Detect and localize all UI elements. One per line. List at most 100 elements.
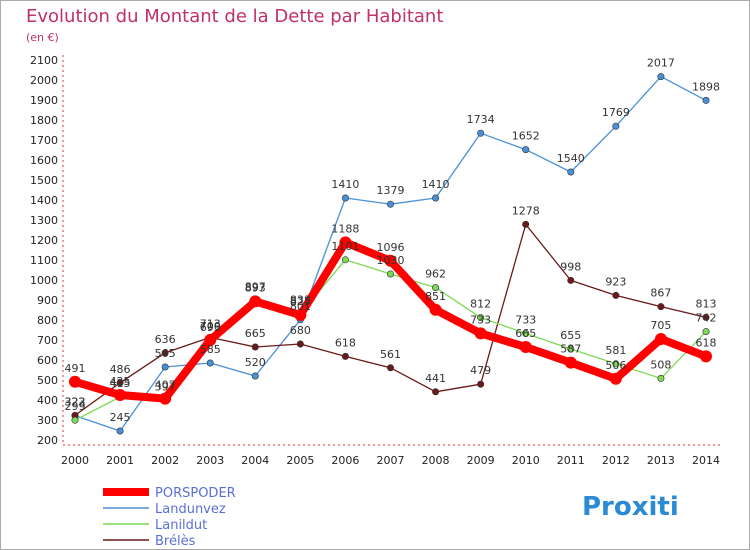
- y-tick-label: 500: [37, 374, 58, 387]
- data-label: 1188: [331, 222, 359, 235]
- data-point: [339, 236, 352, 249]
- data-point: [657, 73, 665, 81]
- proxiti-logo: Proxiti: [582, 492, 679, 522]
- data-label: 561: [380, 348, 401, 361]
- data-point: [612, 360, 620, 368]
- legend-label: Landunvez: [155, 502, 226, 517]
- data-label: 962: [425, 268, 446, 281]
- data-point: [522, 329, 530, 337]
- legend-label: Lanildut: [155, 518, 207, 533]
- chart-subtitle: (en €): [26, 31, 59, 44]
- data-point: [384, 254, 397, 267]
- data-label: 2017: [647, 57, 675, 70]
- data-label: 655: [560, 329, 581, 342]
- data-label: 1096: [377, 241, 405, 254]
- data-point: [702, 328, 710, 336]
- data-point: [341, 352, 349, 360]
- data-point: [204, 334, 217, 346]
- y-tick-label: 400: [37, 394, 58, 407]
- data-point: [522, 146, 530, 154]
- x-tick-label: 2005: [286, 454, 314, 467]
- data-point: [432, 388, 440, 396]
- data-point: [567, 276, 575, 284]
- data-label: 1898: [692, 80, 720, 93]
- x-tick-label: 2007: [377, 454, 405, 467]
- data-label: 733: [515, 313, 536, 326]
- y-tick-label: 1400: [30, 194, 58, 207]
- data-point: [567, 345, 575, 353]
- data-label: 587: [560, 343, 581, 356]
- data-label: 665: [245, 327, 266, 340]
- data-label: 322: [65, 396, 86, 409]
- data-point: [159, 392, 172, 405]
- data-point: [612, 122, 620, 130]
- data-label: 441: [425, 372, 446, 385]
- data-label: 407: [155, 379, 176, 392]
- data-point: [702, 313, 710, 321]
- data-point: [429, 303, 442, 316]
- data-point: [386, 200, 394, 208]
- y-tick-label: 1300: [30, 214, 58, 227]
- data-label: 1769: [602, 106, 630, 119]
- data-point: [296, 340, 304, 348]
- axes: 200 300 400 500 600 700 800 900 1000 1100 1200 1300…: [30, 54, 720, 467]
- x-tick-label: 2012: [602, 454, 630, 467]
- data-point: [251, 343, 259, 351]
- data-point: [161, 349, 169, 357]
- data-point: [702, 96, 710, 104]
- data-label: 520: [245, 356, 266, 369]
- data-label: 618: [696, 336, 717, 349]
- x-tick-label: 2003: [196, 454, 224, 467]
- data-point: [612, 291, 620, 299]
- data-label: 867: [650, 287, 671, 300]
- y-tick-label: 2000: [30, 74, 58, 87]
- data-label: 636: [155, 333, 176, 346]
- data-label: 825: [290, 295, 311, 308]
- data-point: [609, 372, 622, 385]
- data-label: 665: [515, 327, 536, 340]
- x-tick-label: 2013: [647, 454, 675, 467]
- data-label: 700: [200, 320, 221, 333]
- x-tick-label: 2010: [512, 454, 540, 467]
- data-label: 1379: [377, 184, 405, 197]
- data-label: 585: [200, 343, 221, 356]
- x-tick-label: 2009: [467, 454, 495, 467]
- y-tick-label: 1600: [30, 154, 58, 167]
- data-point: [654, 333, 667, 345]
- data-label: 1410: [331, 178, 359, 191]
- data-label: 479: [470, 364, 491, 377]
- data-label: 415: [110, 377, 131, 390]
- data-label: 1540: [557, 152, 585, 165]
- data-label: 893: [245, 281, 266, 294]
- data-point: [249, 295, 262, 308]
- data-point: [294, 309, 307, 321]
- data-label: 897: [245, 281, 266, 294]
- data-point: [477, 129, 485, 137]
- data-label: 998: [560, 260, 581, 273]
- data-point: [432, 194, 440, 202]
- data-label: 486: [110, 363, 131, 376]
- data-point: [474, 327, 487, 340]
- data-point: [69, 375, 81, 388]
- data-label: 733: [470, 313, 491, 326]
- data-point: [564, 356, 577, 369]
- data-label: 851: [425, 290, 446, 303]
- data-label: 705: [650, 319, 671, 332]
- data-label: 508: [650, 358, 671, 371]
- x-tick-label: 2011: [557, 454, 585, 467]
- data-point: [519, 341, 532, 353]
- data-label: 742: [696, 312, 717, 325]
- data-point: [341, 194, 349, 202]
- data-label: 581: [605, 344, 626, 357]
- y-tick-label: 300: [37, 414, 58, 427]
- data-label: 491: [65, 362, 86, 375]
- data-label: 425: [110, 375, 131, 388]
- y-tick-label: 700: [37, 334, 58, 347]
- data-point: [161, 363, 169, 371]
- data-point: [206, 359, 214, 367]
- series-layer: [69, 73, 712, 435]
- data-point: [251, 372, 259, 380]
